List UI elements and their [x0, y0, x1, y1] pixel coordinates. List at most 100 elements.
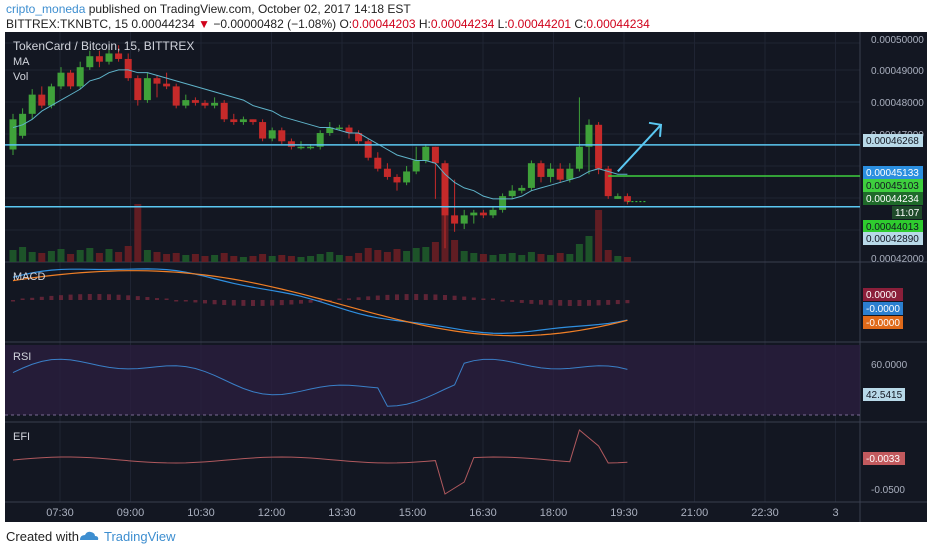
candle-body: [307, 146, 315, 149]
candle-body: [374, 157, 382, 169]
volume-bar: [38, 253, 46, 262]
candle-body: [230, 119, 238, 123]
volume-bar: [211, 255, 219, 262]
macd-value-box: [863, 288, 903, 301]
volume-bar: [431, 242, 439, 262]
volume-bar: [124, 246, 132, 262]
macd-histogram-bar: [39, 296, 44, 300]
chart-title: TokenCard / Bitcoin, 15, BITTREX: [13, 39, 194, 53]
candle-body: [95, 56, 103, 62]
macd-histogram-bar: [548, 300, 553, 306]
author-link[interactable]: cripto_moneda: [6, 2, 86, 16]
x-tick-label: 16:30: [469, 507, 497, 519]
macd-histogram-bar: [183, 300, 188, 302]
volume-bar: [374, 250, 382, 262]
rsi-value-text: 42.5415: [866, 390, 903, 401]
volume-bar: [268, 256, 276, 262]
volume-bar: [287, 256, 295, 262]
volume-bar: [575, 244, 583, 262]
price-label-box: [863, 232, 923, 245]
candle-body: [191, 100, 199, 103]
candle-body: [115, 53, 123, 59]
close-label: C:: [574, 17, 587, 31]
candle-body: [604, 168, 612, 197]
candle-body: [585, 124, 593, 147]
x-tick-label: 19:30: [610, 507, 638, 519]
volume-bar: [383, 252, 391, 262]
candle-body: [182, 100, 190, 106]
macd-histogram-bar: [270, 300, 275, 306]
efi-value-box: [863, 452, 905, 465]
x-tick-label: 22:30: [751, 507, 779, 519]
price-label-text: 0.00044234: [866, 194, 919, 205]
candle-body: [575, 146, 583, 169]
ma-line: [12, 69, 628, 200]
macd-histogram-bar: [539, 300, 543, 305]
volume-bar: [316, 254, 324, 262]
macd-line: [12, 268, 628, 334]
chart-svg[interactable]: 07:30 09:00 10:30 12:00 13:30 15:00 16:30 18:00…: [5, 32, 927, 522]
macd-histogram-bar: [443, 294, 447, 300]
candle-body: [393, 176, 401, 183]
volume-bar: [547, 255, 555, 262]
candle-body: [57, 72, 65, 87]
price-label-box: [863, 166, 923, 179]
volume-bar: [451, 240, 459, 262]
macd-histogram-bar: [625, 300, 630, 304]
macd-histogram-bar: [222, 300, 227, 305]
macd-histogram-bar: [193, 300, 198, 303]
candle-body: [249, 119, 257, 123]
volume-bar: [105, 249, 113, 262]
x-tick-label: 18:00: [540, 507, 568, 519]
footer: Created with TradingView: [0, 522, 932, 550]
candle-body: [38, 94, 46, 106]
macd-histogram-bar: [423, 294, 428, 300]
candle-body: [259, 122, 267, 139]
volume-bar: [393, 249, 401, 262]
macd-value-box: [863, 316, 903, 329]
tradingview-brand[interactable]: TradingView: [104, 529, 176, 544]
chart-area[interactable]: 07:30 09:00 10:30 12:00 13:30 15:00 16:30 18:00…: [5, 32, 927, 522]
candle-body: [547, 168, 555, 177]
volume-bar: [76, 250, 84, 262]
x-tick-label: 13:30: [328, 507, 356, 519]
macd-histogram-bar: [500, 300, 505, 302]
price-label-text: 0.00045133: [866, 168, 919, 179]
macd-histogram-bar: [587, 300, 591, 306]
candle-body: [297, 146, 305, 149]
macd-histogram-bar: [59, 295, 63, 300]
y-tick-label: 0.00048000: [871, 98, 924, 109]
macd-histogram-bar: [567, 300, 572, 306]
macd-histogram-bar: [212, 300, 217, 305]
volume-bar: [326, 252, 334, 262]
candle-body: [595, 124, 603, 169]
macd-histogram-bar: [356, 297, 361, 300]
macd-histogram-bar: [404, 294, 409, 300]
macd-histogram-bar: [558, 300, 563, 306]
macd-histogram-bar: [260, 300, 265, 306]
macd-histogram-bar: [577, 300, 582, 306]
volume-bar: [345, 256, 353, 262]
chart-header: cripto_moneda published on TradingView.c…: [0, 0, 932, 32]
candle-body: [345, 127, 353, 134]
volume-bar: [335, 255, 343, 262]
candle-body: [499, 196, 507, 210]
candle-body: [9, 119, 17, 150]
y-tick-label: 0.00042000: [871, 254, 924, 265]
symbol-label: BITTREX:TKNBTC, 15: [6, 17, 129, 31]
close-value: 0.00044234: [586, 17, 650, 31]
macd-histogram-bar: [279, 300, 284, 306]
volume-bar: [297, 257, 305, 262]
y-tick-label: 0.00050000: [871, 35, 924, 46]
candle-body: [431, 146, 439, 164]
candle-body: [623, 196, 631, 202]
volume-bar: [143, 250, 151, 262]
candle-body: [489, 209, 497, 216]
price-label-box: [863, 192, 923, 205]
created-with-label: Created with: [6, 529, 79, 544]
publish-info: published on TradingView.com, October 02…: [88, 2, 411, 16]
candle-body: [153, 78, 161, 84]
volume-bar: [566, 254, 574, 262]
volume-bar: [249, 256, 257, 262]
macd-histogram-bar: [30, 297, 35, 300]
